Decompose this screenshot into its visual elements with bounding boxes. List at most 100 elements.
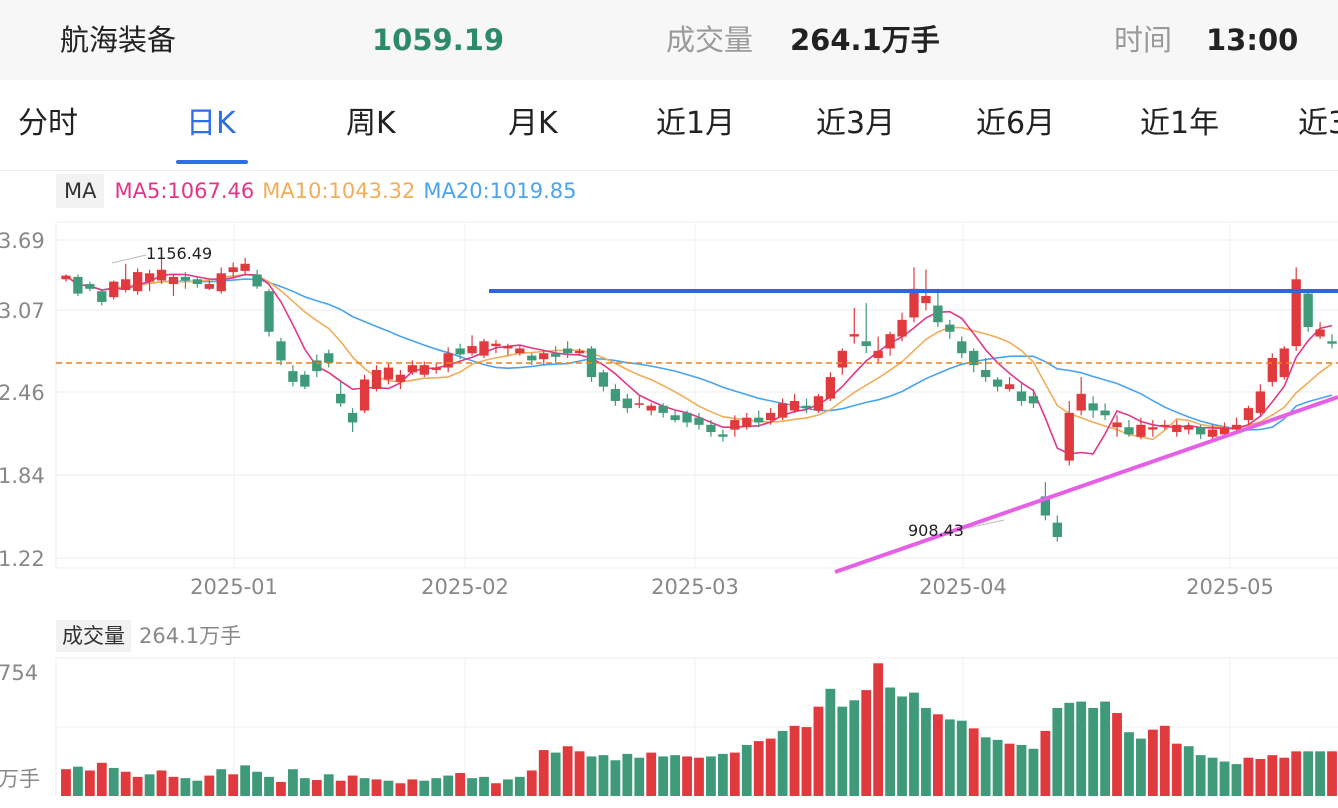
ma10-value: MA10:1043.32 (262, 179, 416, 203)
volume-bar (1159, 725, 1170, 796)
candle-body (204, 284, 214, 289)
volume-bar (634, 757, 645, 796)
candle-body (443, 353, 453, 368)
candle-body (1267, 358, 1277, 382)
tab-6-months[interactable]: 近6月 (976, 106, 1056, 141)
volume-bar (897, 696, 907, 796)
candle-body (228, 267, 238, 273)
volume-bar (825, 688, 836, 796)
candle-body (539, 353, 549, 360)
candle-body (1303, 293, 1313, 327)
volume-bar (717, 753, 728, 796)
volume-bar (729, 752, 740, 796)
candle-body (1315, 329, 1325, 337)
tab-1-year[interactable]: 近1年 (1140, 106, 1220, 141)
volume-bar (992, 739, 1003, 796)
candle-body (1148, 427, 1158, 430)
tab-monthly-k[interactable]: 月K (508, 106, 558, 141)
candle-body (324, 353, 334, 363)
stock-name: 航海装备 (60, 23, 177, 57)
volume-bar (503, 779, 513, 796)
candle-body (467, 346, 477, 354)
candle-body (837, 350, 847, 368)
candle-body (180, 276, 191, 281)
tab-intraday[interactable]: 分时 (18, 106, 78, 141)
x-tick-label: 2025-04 (919, 575, 1007, 599)
volume-bar (276, 781, 286, 796)
volume-bar (1052, 707, 1063, 796)
candle-body (264, 291, 274, 332)
volume-bar (1004, 743, 1015, 796)
volume-bar (1136, 738, 1146, 796)
tab-3-years[interactable]: 近3 (1298, 106, 1338, 141)
volume-bar (753, 741, 764, 796)
time-label: 时间 (1114, 23, 1173, 57)
candle-body (551, 353, 561, 357)
volume-bar (419, 780, 430, 796)
tab-1-month[interactable]: 近1月 (656, 106, 736, 141)
x-tick-label: 2025-03 (651, 575, 739, 599)
ma10-line (65, 273, 1333, 441)
volume-tag[interactable]: 成交量 (56, 620, 131, 652)
volume-bar (1100, 701, 1110, 796)
tab-daily-k[interactable]: 日K (186, 106, 236, 141)
max-price-label: 1156.49 (146, 244, 212, 263)
volume-bar (1028, 748, 1039, 796)
volume-bar (1255, 758, 1266, 796)
candle-body (622, 398, 632, 409)
candle-body (407, 365, 418, 373)
candle-body (347, 412, 358, 423)
volume-bar (1291, 751, 1302, 796)
volume-bar (538, 750, 549, 796)
volume-bar (407, 779, 418, 796)
volume-bar (61, 769, 71, 796)
candle-body (168, 276, 179, 285)
active-tab-indicator (176, 160, 248, 164)
candle-body (1136, 424, 1146, 437)
volume-bar (550, 752, 561, 796)
volume-bar (861, 690, 872, 796)
candle-body (1076, 393, 1086, 411)
candle-body (503, 346, 513, 349)
candle-body (109, 281, 119, 298)
tab-weekly-k[interactable]: 周K (346, 106, 396, 141)
candle-body (730, 420, 740, 430)
volume-bar (885, 687, 895, 796)
volume-bar (371, 779, 382, 796)
candle-body (742, 417, 752, 428)
volume-bar (240, 765, 251, 796)
candle-body (395, 374, 406, 382)
volume-bar (670, 755, 681, 796)
ma20-value: MA20:1019.85 (423, 179, 577, 203)
volume-bar (741, 744, 752, 796)
volume-bar (180, 778, 191, 796)
candle-body (1004, 384, 1015, 390)
ma-tag[interactable]: MA (56, 174, 105, 208)
volume-bar (646, 752, 657, 796)
min-price-label: 908.43 (908, 521, 964, 540)
stock-price: 1059.19 (372, 23, 505, 57)
candle-body (849, 334, 859, 337)
volume-bar (288, 769, 298, 796)
candle-body (801, 405, 812, 409)
volume-bar (586, 756, 597, 796)
volume-bar (431, 778, 442, 796)
volume-bar (1279, 757, 1290, 796)
volume-bar (1016, 744, 1027, 796)
volume-bar (467, 778, 477, 796)
candle-body (1279, 348, 1289, 378)
candle-body (933, 305, 943, 323)
candle-body (216, 273, 226, 292)
volume-bar (598, 755, 609, 796)
tab-3-months[interactable]: 近3月 (816, 106, 896, 141)
volume-bar (84, 770, 95, 796)
volume-bar (359, 778, 370, 796)
candle-body (1052, 522, 1062, 537)
volume-bar (1303, 751, 1314, 796)
max-price-pointer (111, 254, 147, 264)
period-tabs: 分时 日K 周K 月K 近1月 近3月 近6月 近1年 近3 (0, 96, 1338, 170)
candle-body (156, 269, 167, 281)
candle-body (336, 393, 346, 404)
volume-value: 264.1万手 (790, 23, 940, 57)
